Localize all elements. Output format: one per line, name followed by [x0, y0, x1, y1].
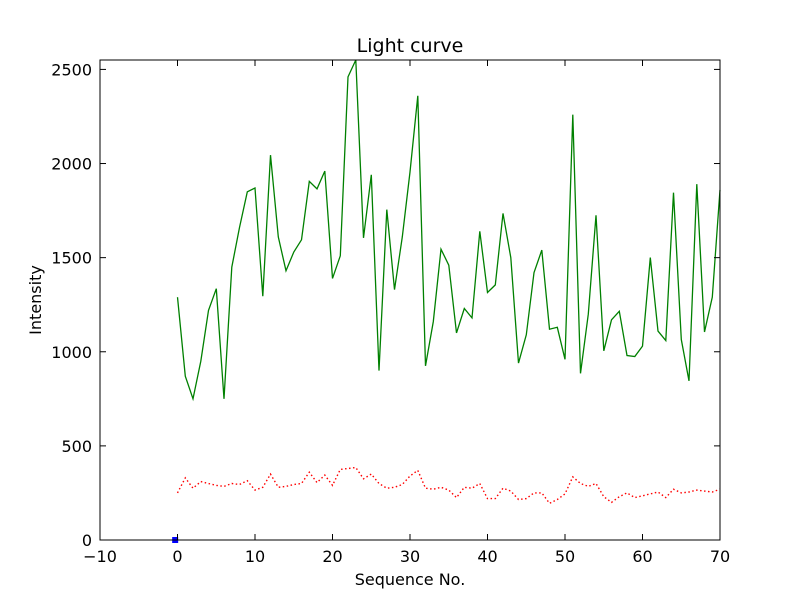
x-tick-label: 50 — [555, 547, 575, 566]
x-axis: −10 0 10 20 30 40 50 60 70 — [83, 60, 730, 566]
y-axis: 0 500 1000 1500 2000 2500 — [51, 60, 720, 550]
x-tick-label: 40 — [477, 547, 497, 566]
series-0-line — [176, 59, 721, 402]
y-tick-label: 1500 — [51, 249, 92, 268]
x-tick-label: 70 — [710, 547, 730, 566]
x-axis-label: Sequence No. — [355, 570, 466, 589]
chart-title: Light curve — [357, 35, 464, 57]
y-tick-label: 500 — [61, 437, 92, 456]
x-tick-label: 0 — [172, 547, 182, 566]
x-tick-label: 30 — [400, 547, 420, 566]
x-tick-label: 10 — [245, 547, 265, 566]
y-tick-label: 2000 — [51, 155, 92, 174]
y-axis-label: Intensity — [26, 265, 45, 335]
x-tick-label: 20 — [322, 547, 342, 566]
y-tick-label: 0 — [82, 531, 92, 550]
series-1-line — [176, 466, 721, 505]
y-tick-label: 2500 — [51, 60, 92, 79]
x-tick-label: −10 — [83, 547, 117, 566]
x-tick-label: 60 — [632, 547, 652, 566]
y-tick-label: 1000 — [51, 343, 92, 362]
